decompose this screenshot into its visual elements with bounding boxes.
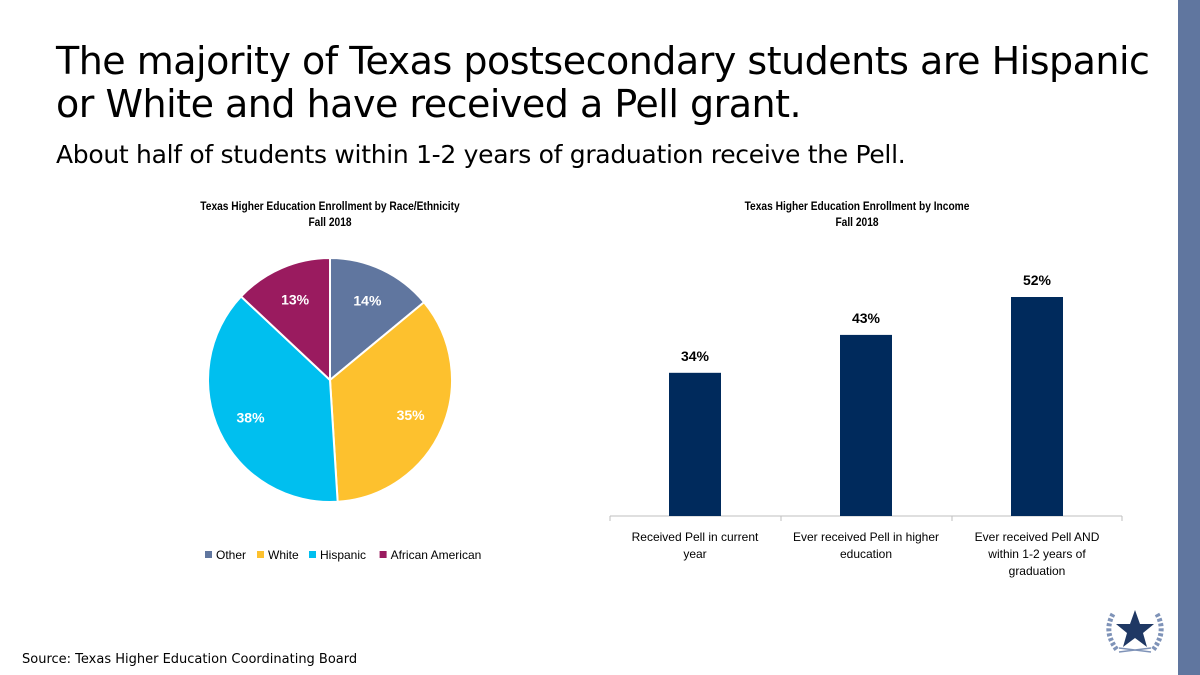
legend-label: African American [391, 548, 482, 562]
pie-title: Texas Higher Education Enrollment by Rac… [200, 199, 460, 213]
pie-chart-title: Texas Higher Education Enrollment by Rac… [152, 198, 509, 230]
pie-slice-african-american [239, 256, 331, 383]
source-note: Source: Texas Higher Education Coordinat… [22, 652, 358, 667]
bar [669, 372, 721, 516]
x-tick-label: Ever received Pell AND [975, 530, 1100, 544]
pie-slice-white [328, 300, 453, 503]
pie-data-label: 14% [353, 293, 382, 309]
bar-subtitle: Fall 2018 [835, 215, 879, 229]
accent-stripe [1178, 0, 1200, 675]
x-tick-label: within 1-2 years of [987, 547, 1086, 561]
bar-title: Texas Higher Education Enrollment by Inc… [744, 199, 970, 213]
x-tick-label: education [840, 547, 892, 561]
legend-label: Other [216, 548, 246, 562]
x-tick-label: year [683, 547, 706, 561]
bar-data-label: 34% [681, 348, 710, 364]
pie-data-label: 13% [281, 291, 310, 307]
legend-swatch [257, 551, 264, 558]
slide-subtitle: About half of students within 1-2 years … [56, 140, 906, 169]
x-tick-label: Received Pell in current [632, 530, 759, 544]
bar-data-label: 43% [852, 310, 881, 326]
pie-subtitle: Fall 2018 [308, 215, 352, 229]
legend-swatch [205, 551, 212, 558]
bar [840, 334, 892, 516]
pie-data-label: 38% [237, 409, 266, 425]
bar [1011, 297, 1063, 516]
slide-title: The majority of Texas postsecondary stud… [56, 39, 1150, 126]
x-tick-label: Ever received Pell in higher [793, 530, 939, 544]
bar-chart-title: Texas Higher Education Enrollment by Inc… [679, 198, 1036, 230]
pie-slice-hispanic [207, 295, 339, 503]
pie-data-label: 35% [397, 407, 426, 423]
x-tick-label: graduation [1009, 564, 1066, 578]
legend-label: Hispanic [320, 548, 366, 562]
legend-swatch [309, 551, 316, 558]
pie-slice-other [329, 256, 426, 383]
bar-data-label: 52% [1023, 272, 1052, 288]
legend-swatch [379, 551, 387, 558]
legend-label: White [268, 548, 299, 562]
